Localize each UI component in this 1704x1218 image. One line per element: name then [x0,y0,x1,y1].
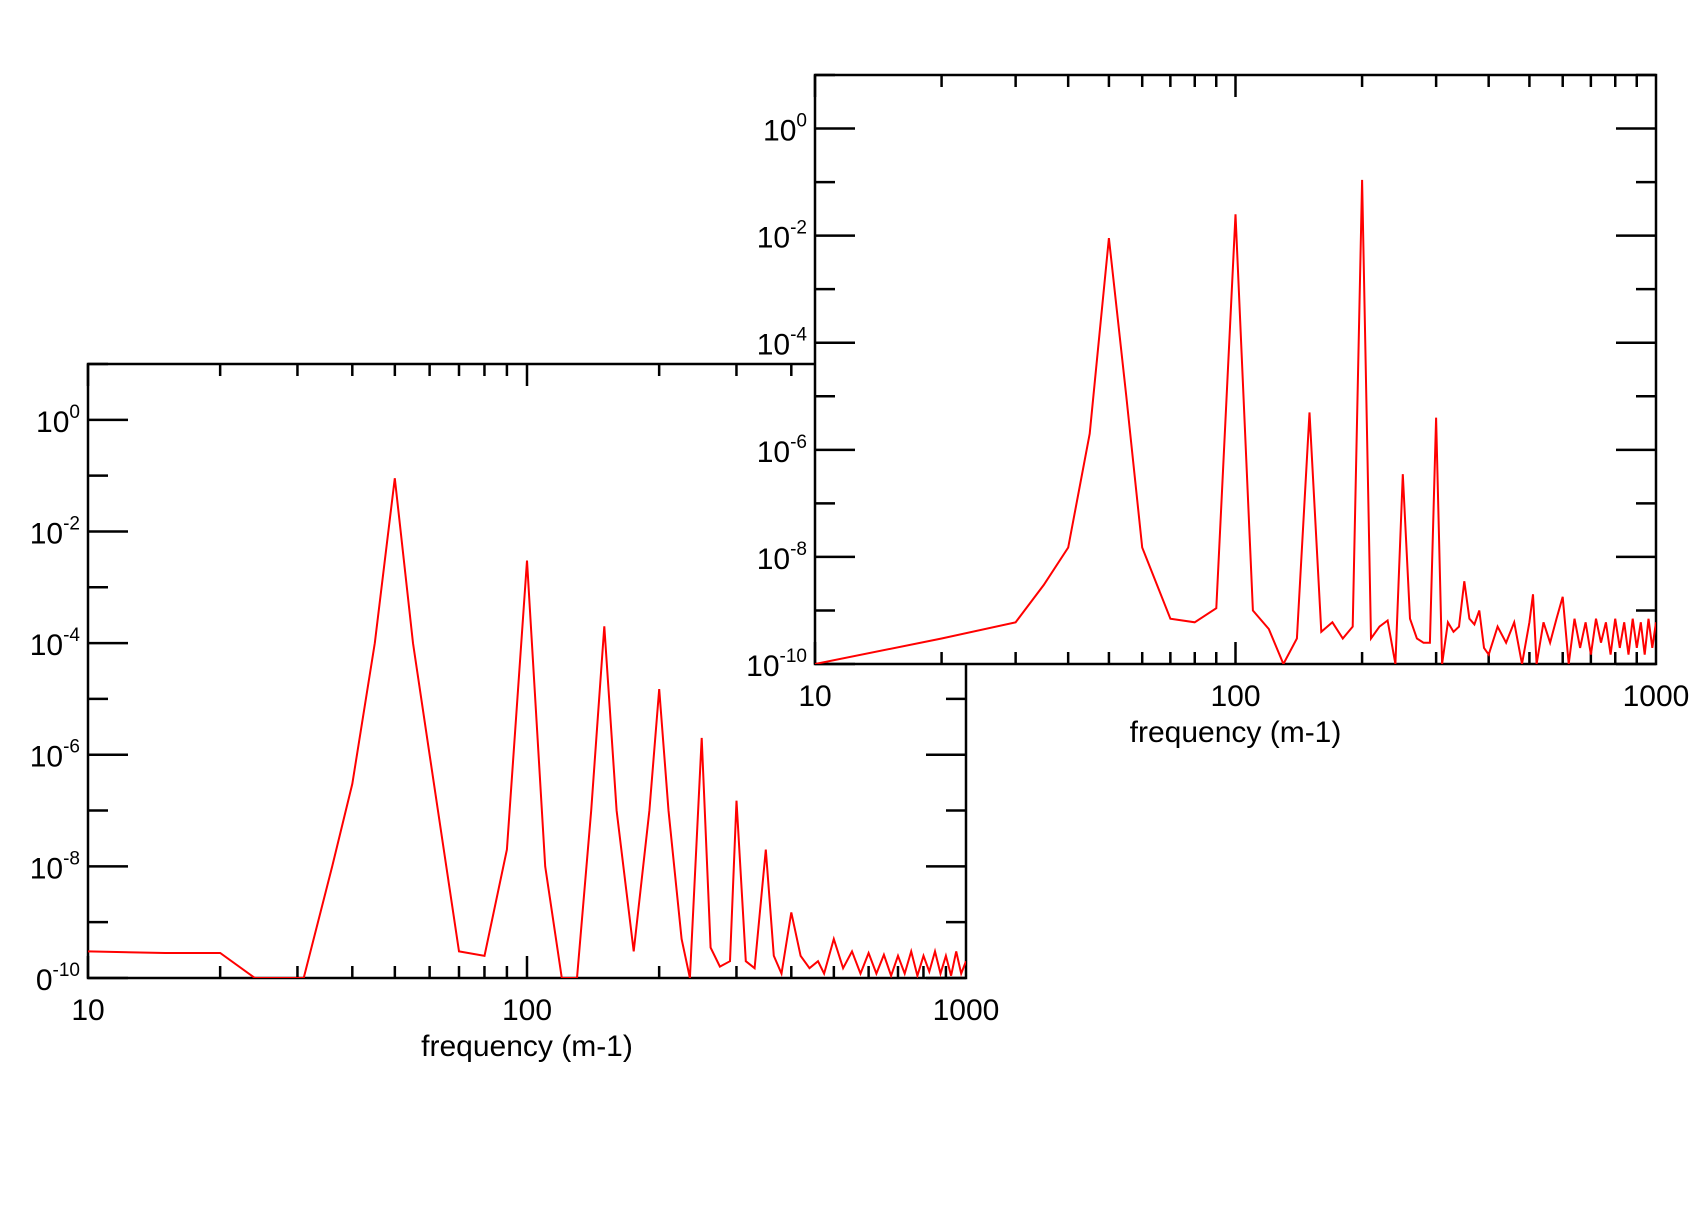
x-axis-title: frequency (m-1) [1130,716,1342,749]
x-tick-label: 100 [1210,680,1260,713]
y-tick-label: 10-2 [757,218,807,255]
y-tick-label: 10-6 [757,432,807,469]
y-tick-label: 10-10 [746,646,807,683]
y-tick-label: 0-10 [36,960,80,997]
y-tick-label: 10-6 [30,737,80,774]
y-tick-label: 100 [763,111,807,148]
y-tick-label: 10-2 [30,513,80,550]
x-tick-label: 1000 [933,994,1000,1027]
x-tick-label: 10 [798,680,831,713]
x-tick-label: 10 [71,994,104,1027]
x-tick-label: 100 [502,994,552,1027]
y-tick-label: 10-8 [30,848,80,885]
y-tick-label: 10-8 [757,539,807,576]
y-tick-label: 100 [36,402,80,439]
y-tick-label: 10-4 [757,325,808,362]
x-axis-title: frequency (m-1) [421,1030,633,1063]
y-tick-label: 10-4 [30,625,81,662]
plot-frame [813,73,1658,666]
series-line [815,179,1656,664]
x-tick-label: 1000 [1623,680,1690,713]
chart-right: 10 100 1000 100 10-2 10-4 10-6 10-8 10-10 frequen… [746,73,1690,749]
series-line [88,478,966,978]
